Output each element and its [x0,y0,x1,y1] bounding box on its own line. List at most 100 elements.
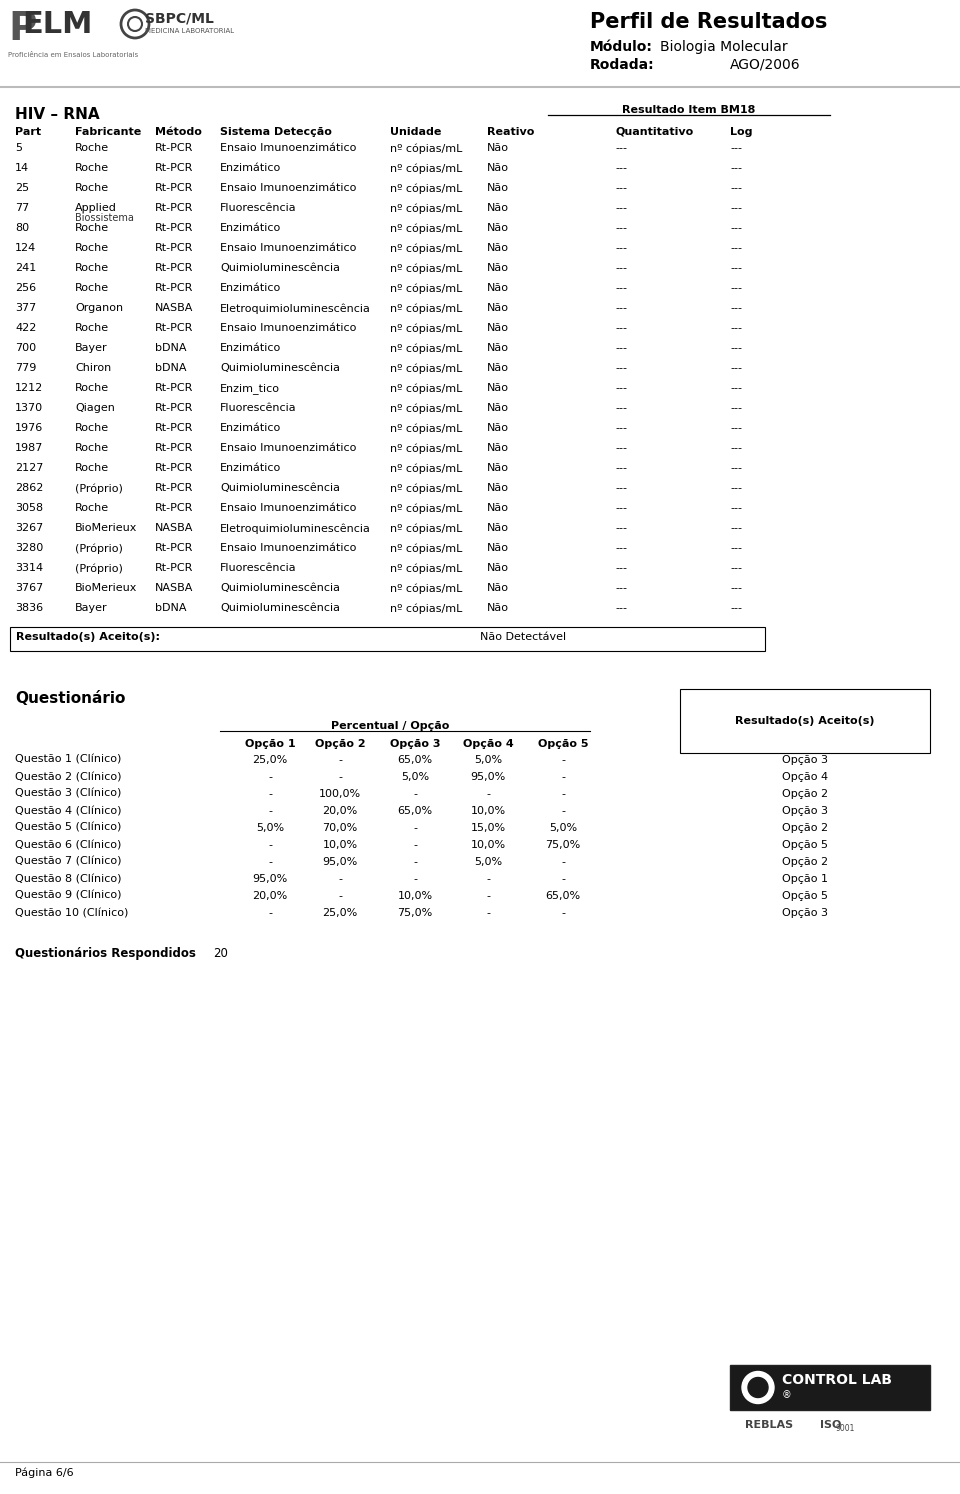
Text: ---: --- [615,423,627,433]
Text: ---: --- [730,403,742,412]
Text: 10,0%: 10,0% [470,805,506,816]
Text: 15,0%: 15,0% [470,823,506,834]
Text: ---: --- [730,163,742,173]
Text: nº cópias/mL: nº cópias/mL [390,463,463,474]
Text: Método: Método [155,127,202,137]
Text: nº cópias/mL: nº cópias/mL [390,182,463,194]
Bar [730,1366,930,1410]
Text: ---: --- [615,363,627,374]
Text: -: - [561,789,565,799]
Text: NASBA: NASBA [155,303,193,314]
Text: 5,0%: 5,0% [401,772,429,781]
Text: Roche: Roche [75,223,109,233]
Text: 3267: 3267 [15,523,43,533]
Text: Roche: Roche [75,163,109,173]
Text: Opção 3: Opção 3 [782,805,828,816]
Text: 65,0%: 65,0% [397,805,433,816]
Text: Roche: Roche [75,263,109,273]
Text: ---: --- [730,523,742,533]
Text: 20,0%: 20,0% [323,805,358,816]
Text: Não Detectável: Não Detectável [480,632,566,642]
Text: Questão 1 (Clínico): Questão 1 (Clínico) [15,754,121,765]
Text: Questão 10 (Clínico): Questão 10 (Clínico) [15,908,129,917]
Text: Quimioluminescência: Quimioluminescência [220,363,340,374]
Text: ---: --- [730,323,742,333]
Text: -: - [338,754,342,765]
Text: nº cópias/mL: nº cópias/mL [390,542,463,553]
Text: Enzimático: Enzimático [220,282,281,293]
Text: 77: 77 [15,203,29,214]
Text: 3314: 3314 [15,563,43,574]
Text: 3836: 3836 [15,604,43,613]
Text: Log: Log [730,127,753,137]
Text: Questão 7 (Clínico): Questão 7 (Clínico) [15,858,122,867]
Text: 9001: 9001 [836,1424,855,1433]
Text: REBLAS: REBLAS [745,1419,793,1430]
Text: Não: Não [487,483,509,493]
Text: ---: --- [615,403,627,412]
Text: NASBA: NASBA [155,523,193,533]
Text: Não: Não [487,182,509,193]
Text: nº cópias/mL: nº cópias/mL [390,344,463,354]
Text: -: - [413,789,417,799]
Text: Rt-PCR: Rt-PCR [155,282,193,293]
Text: Não: Não [487,463,509,474]
Text: Opção 2: Opção 2 [782,858,828,867]
Text: Opção 1: Opção 1 [245,740,296,748]
Text: ---: --- [615,143,627,152]
Text: Página 6/6: Página 6/6 [15,1467,74,1478]
Text: nº cópias/mL: nº cópias/mL [390,203,463,214]
Text: Rt-PCR: Rt-PCR [155,563,193,574]
Text: Opção 4: Opção 4 [782,772,828,781]
Text: Rt-PCR: Rt-PCR [155,143,193,152]
Text: (Próprio): (Próprio) [75,542,123,553]
Text: Ensaio Imunoenzimático: Ensaio Imunoenzimático [220,503,356,512]
Text: 1987: 1987 [15,444,43,453]
Text: ---: --- [730,182,742,193]
Text: ---: --- [615,563,627,574]
Text: ---: --- [730,203,742,214]
Text: 124: 124 [15,244,36,252]
Text: Applied: Applied [75,203,117,214]
Text: bDNA: bDNA [155,604,186,613]
Text: -: - [561,754,565,765]
Text: ELM: ELM [22,10,92,39]
Text: Eletroquimioluminescência: Eletroquimioluminescência [220,303,371,314]
Bar [680,689,930,753]
Text: nº cópias/mL: nº cópias/mL [390,303,463,314]
Text: ---: --- [730,583,742,593]
Text: ---: --- [615,344,627,353]
Text: Rt-PCR: Rt-PCR [155,403,193,412]
Text: -: - [486,789,490,799]
Text: Opção 3: Opção 3 [782,908,828,917]
Text: bDNA: bDNA [155,363,186,374]
Text: 25,0%: 25,0% [323,908,358,917]
Text: (Próprio): (Próprio) [75,483,123,493]
Text: Roche: Roche [75,503,109,512]
Text: ---: --- [730,382,742,393]
Text: 65,0%: 65,0% [397,754,433,765]
Text: Não: Não [487,203,509,214]
Text: Rodada:: Rodada: [590,58,655,72]
Text: Fluorescência: Fluorescência [220,203,297,214]
Text: nº cópias/mL: nº cópias/mL [390,244,463,254]
Text: 700: 700 [15,344,36,353]
Text: ---: --- [615,244,627,252]
Text: nº cópias/mL: nº cópias/mL [390,143,463,154]
Text: ---: --- [730,503,742,512]
Text: ---: --- [730,223,742,233]
Text: -: - [413,840,417,850]
Text: BioMerieux: BioMerieux [75,583,137,593]
Text: ---: --- [730,244,742,252]
Text: Questão 9 (Clínico): Questão 9 (Clínico) [15,890,122,901]
Text: Resultado Item BM18: Resultado Item BM18 [622,105,756,115]
Text: Roche: Roche [75,244,109,252]
Text: Não: Não [487,444,509,453]
Text: nº cópias/mL: nº cópias/mL [390,263,463,273]
Text: ---: --- [615,182,627,193]
Text: Ensaio Imunoenzimático: Ensaio Imunoenzimático [220,323,356,333]
Text: Bayer: Bayer [75,604,108,613]
Text: Rt-PCR: Rt-PCR [155,382,193,393]
Text: -: - [268,840,272,850]
Text: 65,0%: 65,0% [545,890,581,901]
